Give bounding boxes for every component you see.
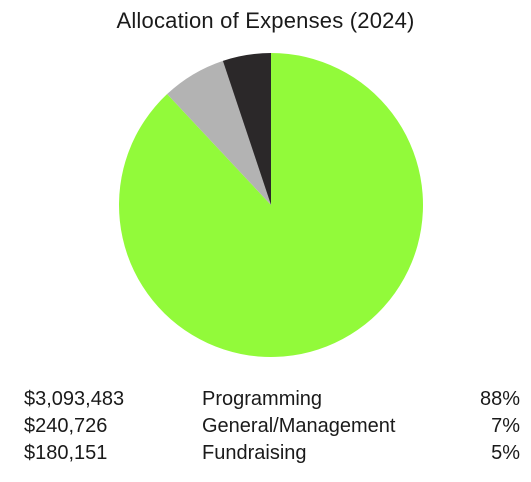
legend-amount: $3,093,483 — [24, 388, 125, 410]
pie-slice-general-management — [167, 60, 271, 205]
pie-slice-fundraising — [222, 53, 271, 205]
pie-chart — [119, 53, 424, 358]
legend-percent: 5% — [491, 442, 520, 464]
legend-percent: 7% — [491, 415, 520, 437]
pie-slice-programming — [119, 53, 424, 358]
legend-amount: $180,151 — [24, 442, 108, 464]
legend-label: General/Management — [202, 415, 396, 437]
legend-row-fundraising: $180,151 Fundraising 5% — [24, 440, 520, 467]
legend-row-programming: $3,093,483 Programming 88% — [24, 386, 520, 413]
legend-percent: 88% — [479, 388, 520, 410]
legend-table: $3,093,483 Programming 88% $240,726 Gene… — [24, 386, 520, 467]
chart-title: Allocation of Expenses (2024) — [116, 8, 415, 33]
legend-label: Fundraising — [202, 442, 307, 464]
legend-label: Programming — [202, 388, 323, 410]
legend-row-general-management: $240,726 General/Management 7% — [24, 413, 520, 440]
legend-amount: $240,726 — [24, 415, 108, 437]
